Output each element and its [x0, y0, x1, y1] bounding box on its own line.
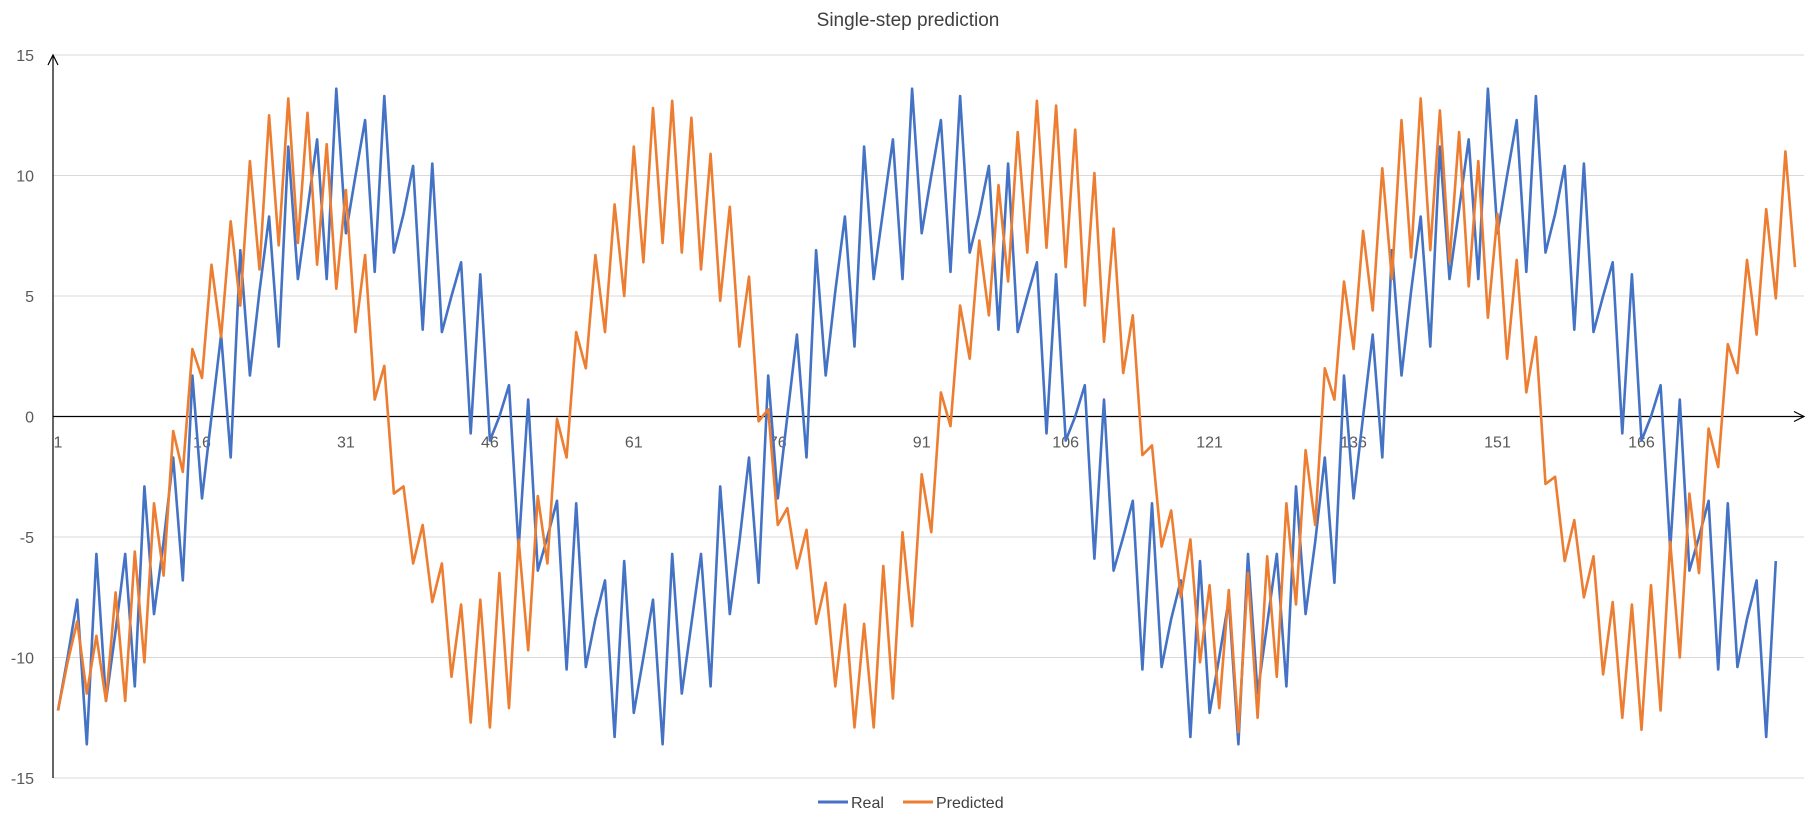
x-tick-labels: 1 16 31 46 61 76 91 106 121 136 151 166: [54, 435, 1655, 452]
x-tick-label: 61: [625, 435, 643, 452]
x-tick-label: 1: [54, 435, 63, 452]
x-tick-label: 166: [1628, 435, 1655, 452]
legend-label: Predicted: [936, 795, 1004, 812]
x-tick-label: 136: [1340, 435, 1367, 452]
gridlines: [53, 54, 1804, 779]
series-line-2: [56, 97, 1797, 734]
chart-title: Single-step prediction: [817, 10, 1000, 31]
y-tick-label: -10: [11, 651, 34, 668]
y-tick-label: 0: [25, 410, 34, 427]
y-tick-label: 10: [16, 169, 34, 186]
x-axis-arrow: [1793, 410, 1806, 423]
axes: [47, 53, 1806, 778]
x-tick-label: 151: [1484, 435, 1511, 452]
x-tick-label: 91: [913, 435, 931, 452]
y-tick-labels: 15 10 5 0 -5 -10 -15: [11, 48, 34, 788]
x-tick-label: 46: [481, 435, 499, 452]
y-axis-arrow: [47, 53, 59, 66]
x-tick-label: 106: [1052, 435, 1079, 452]
series-lines: [56, 87, 1797, 746]
y-tick-label: 15: [16, 48, 34, 65]
x-tick-label: 31: [337, 435, 355, 452]
y-tick-label: -5: [20, 530, 34, 547]
legend: Real Predicted: [818, 795, 1004, 812]
y-tick-label: -15: [11, 771, 34, 788]
legend-label: Real: [851, 795, 884, 812]
x-tick-label: 121: [1196, 435, 1223, 452]
y-tick-label: 5: [25, 289, 34, 306]
